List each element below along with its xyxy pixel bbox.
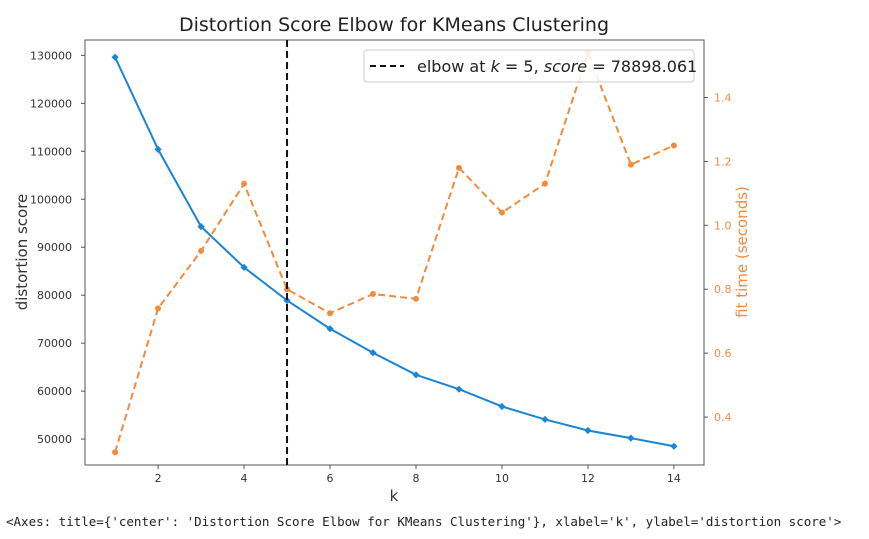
distortion-point xyxy=(111,53,119,61)
x-tick-label: 6 xyxy=(327,472,334,485)
fit-time-point xyxy=(198,247,205,254)
legend-box xyxy=(363,49,695,83)
y-tick-label: 110000 xyxy=(30,145,72,158)
legend-elbow-label: elbow at k = 5, score = 78898.061 xyxy=(417,57,697,76)
distortion-point xyxy=(326,325,334,333)
distortion-point xyxy=(154,145,162,153)
y-right-axis-label: fit time (seconds) xyxy=(733,186,751,318)
distortion-point xyxy=(584,426,592,435)
fit-time-point xyxy=(241,180,248,187)
legend-k: k xyxy=(491,57,501,76)
chart-title: Distortion Score Elbow for KMeans Cluste… xyxy=(179,14,609,36)
y-tick-label: 60000 xyxy=(37,385,72,398)
distortion-line xyxy=(114,56,675,448)
legend-score: score xyxy=(544,57,588,76)
distortion-point xyxy=(240,263,248,271)
legend: elbow at k = 5, score = 78898.061 xyxy=(363,49,697,83)
legend-mid: = 5, xyxy=(500,57,544,76)
distortion-point xyxy=(197,222,205,231)
distortion-point xyxy=(670,442,678,450)
plot-axes xyxy=(84,39,705,466)
y-tick-label: 90000 xyxy=(37,241,72,254)
distortion-series xyxy=(111,53,678,450)
fit-time-point xyxy=(498,209,505,216)
distortion-point xyxy=(283,296,291,305)
distortion-point xyxy=(541,415,549,424)
y-right-tick-label: 1.4 xyxy=(714,92,732,105)
distortion-point xyxy=(412,371,420,379)
x-tick-label: 4 xyxy=(241,472,248,485)
x-tick-label: 12 xyxy=(581,472,595,485)
fit-time-point xyxy=(284,286,291,293)
x-tick-label: 8 xyxy=(412,472,419,485)
x-tick-label: 14 xyxy=(667,472,681,485)
fit-time-point xyxy=(541,180,548,187)
distortion-point xyxy=(455,385,463,393)
fit-time-series xyxy=(112,49,677,456)
y-right-tick-label: 0.6 xyxy=(714,347,732,360)
y-axis-ticks: 50000 60000 70000 80000 90000 100000 110000 120… xyxy=(30,49,85,446)
fit-time-point xyxy=(327,310,334,317)
fit-time-point xyxy=(627,161,634,168)
fit-time-point xyxy=(112,449,119,456)
y-tick-label: 130000 xyxy=(30,49,72,62)
y-tick-label: 100000 xyxy=(30,193,72,206)
distortion-point xyxy=(627,434,635,442)
y-right-tick-label: 1.2 xyxy=(714,155,732,168)
distortion-point xyxy=(369,349,377,357)
y-tick-label: 80000 xyxy=(37,289,72,302)
fit-time-line xyxy=(114,49,675,453)
y-axis-label: distortion score xyxy=(13,194,31,311)
fit-time-point xyxy=(370,291,377,298)
x-tick-label: 10 xyxy=(495,472,509,485)
axes-repr-output: <Axes: title={'center': 'Distortion Scor… xyxy=(6,514,842,529)
fit-time-point xyxy=(455,164,462,171)
plot-frame xyxy=(84,39,705,466)
x-axis-ticks: 2 4 6 8 10 12 14 xyxy=(155,465,681,485)
series-layer xyxy=(111,40,678,465)
y-tick-label: 70000 xyxy=(37,337,72,350)
x-axis-label: k xyxy=(390,487,399,505)
x-tick-label: 2 xyxy=(155,472,162,485)
distortion-point xyxy=(498,402,506,411)
fit-time-point xyxy=(155,305,162,312)
y-right-tick-label: 0.4 xyxy=(714,411,732,424)
y-tick-label: 120000 xyxy=(30,97,72,110)
fit-time-point xyxy=(670,142,677,149)
y-tick-label: 50000 xyxy=(37,433,72,446)
legend-prefix: elbow at xyxy=(417,57,491,76)
fit-time-point xyxy=(412,295,419,302)
y-right-tick-label: 0.8 xyxy=(714,283,732,296)
legend-suffix: = 78898.061 xyxy=(587,57,697,76)
elbow-chart: Distortion Score Elbow for KMeans Cluste… xyxy=(13,14,751,505)
y-right-tick-label: 1.0 xyxy=(714,219,732,232)
y-right-axis-ticks: 0.4 0.6 0.8 1.0 1.2 1.4 xyxy=(704,92,732,424)
